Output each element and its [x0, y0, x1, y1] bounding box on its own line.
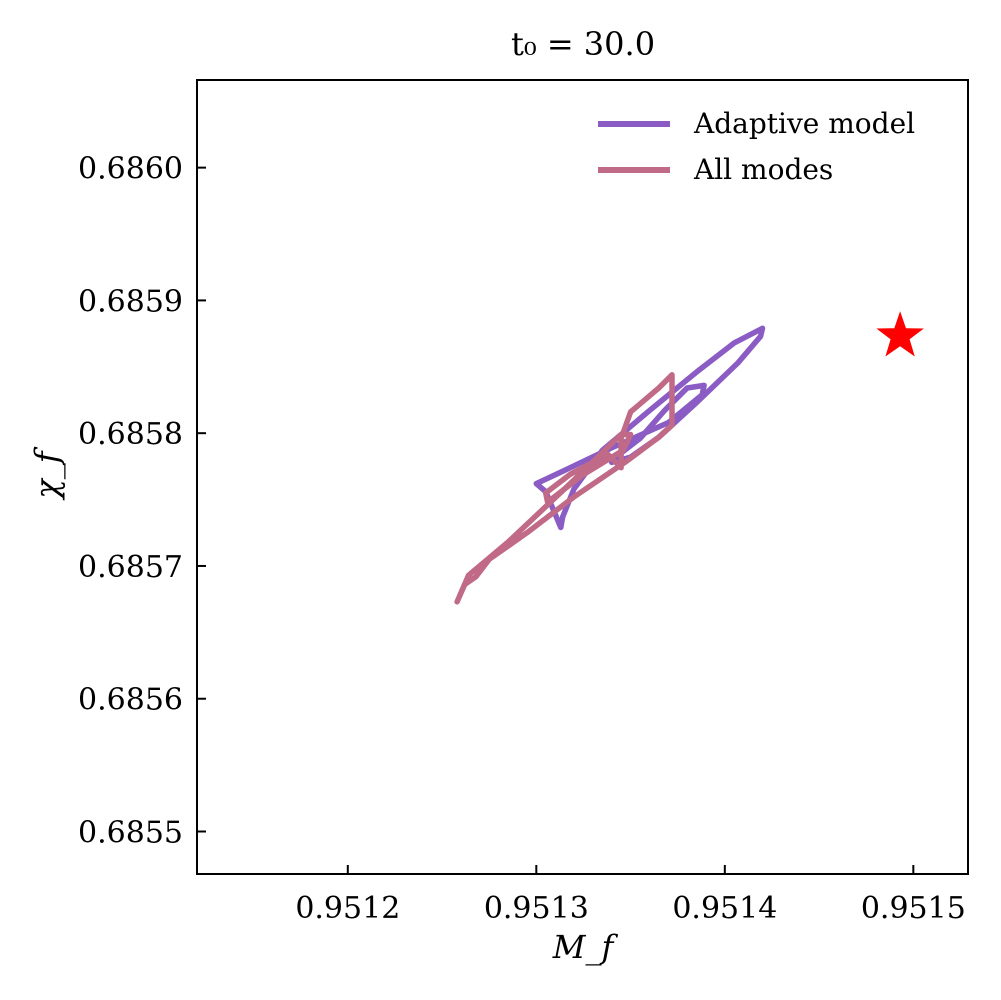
x-tick-label-0: 0.9512	[295, 891, 400, 926]
legend-label-1: All modes	[693, 153, 833, 186]
x-axis: 0.9512 0.9513 0.9514 0.9515	[295, 865, 966, 926]
y-axis: 0.6855 0.6856 0.6857 0.6858 0.6859 0.6860	[78, 152, 206, 851]
x-tick-label-3: 0.9515	[861, 891, 966, 926]
y-tick-label-4: 0.6859	[78, 284, 183, 319]
star-marker-0	[876, 311, 924, 357]
y-axis-label: χ_f	[28, 446, 66, 500]
y-tick-label-5: 0.6860	[78, 152, 183, 187]
x-tick-label-1: 0.9513	[484, 891, 589, 926]
series-line-1	[454, 372, 675, 605]
x-axis-label: M_f	[552, 928, 619, 966]
y-tick-label-1: 0.6856	[78, 683, 183, 718]
plot-frame	[196, 79, 969, 875]
marker-layer	[876, 311, 924, 357]
series-layer	[454, 325, 766, 605]
legend-label-0: Adaptive model	[693, 107, 915, 140]
y-tick-label-2: 0.6857	[78, 550, 183, 585]
chart-title: t₀ = 30.0	[511, 25, 655, 63]
y-tick-label-0: 0.6855	[78, 816, 183, 851]
legend: Adaptive model All modes	[598, 107, 915, 186]
y-tick-label-3: 0.6858	[78, 417, 183, 452]
x-tick-label-2: 0.9514	[672, 891, 777, 926]
